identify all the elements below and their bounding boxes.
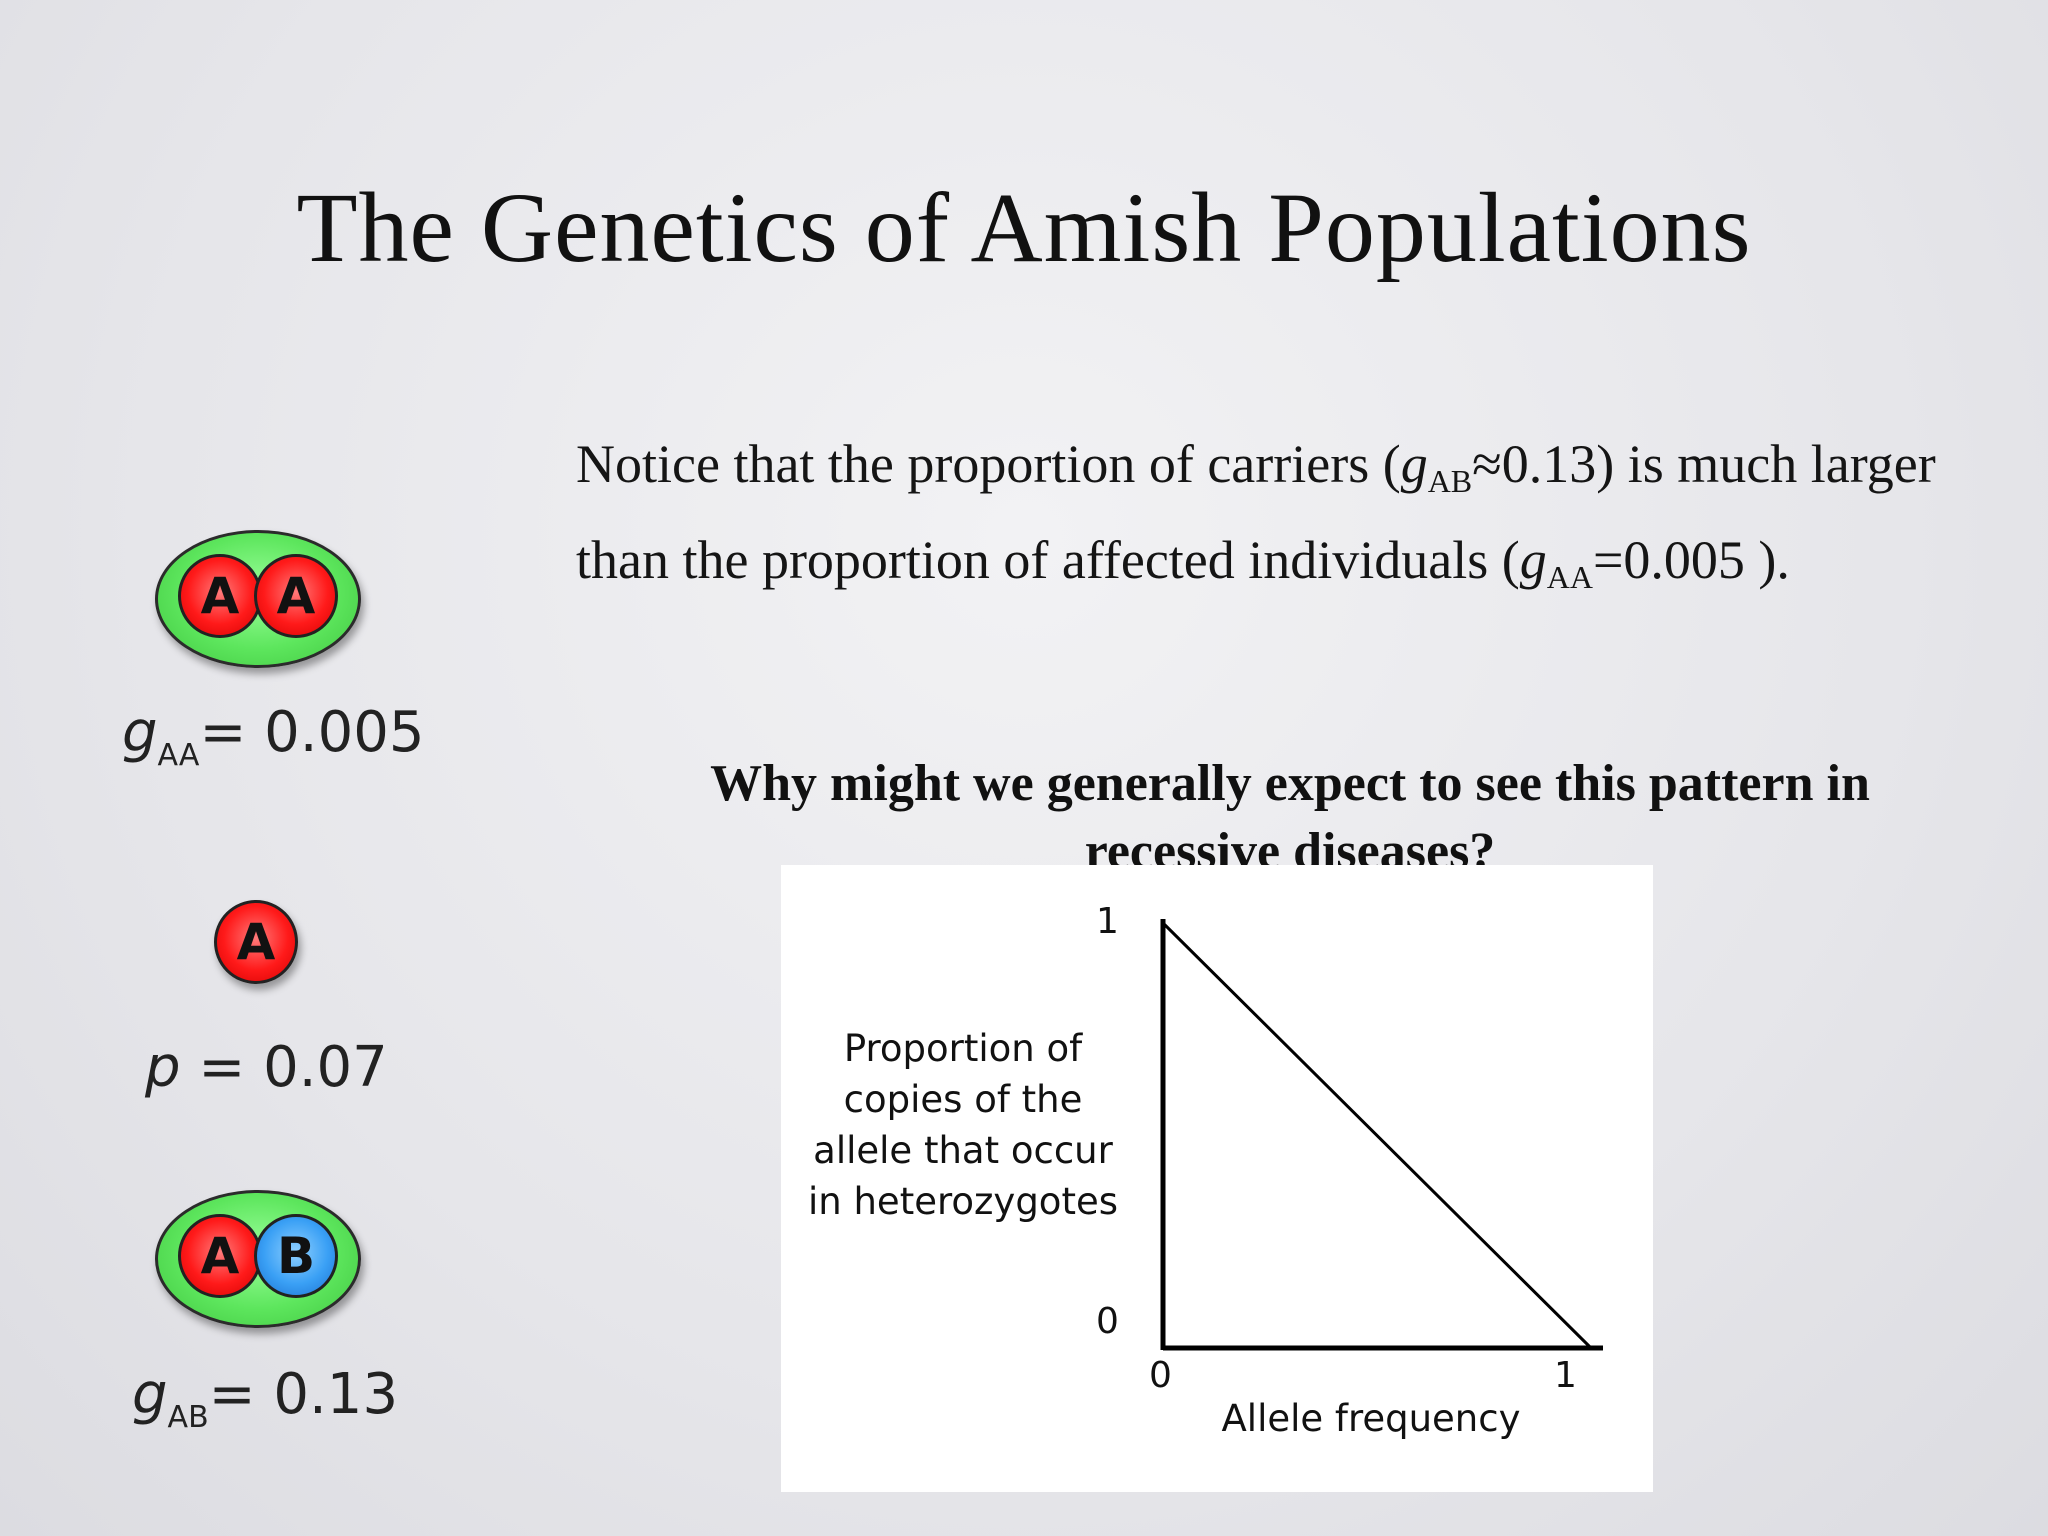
x-axis-label: Allele frequency xyxy=(1221,1397,1521,1440)
series-line xyxy=(1161,921,1593,1350)
chart-svg xyxy=(1160,919,1603,1351)
allele-a-icon: A xyxy=(178,1214,262,1298)
question-text: Why might we generally expect to see thi… xyxy=(710,755,1870,868)
genotype-ab-icon: A B xyxy=(155,1190,361,1328)
slide-title: The Genetics of Amish Populations xyxy=(296,172,1752,283)
allele-frequency: p = 0.07 xyxy=(145,1035,388,1100)
heterozygote-chart: Proportion of copies of the allele that … xyxy=(781,865,1653,1492)
genotype-aa-icon: A A xyxy=(155,530,361,668)
allele-b-icon: B xyxy=(254,1214,338,1298)
note-text: Notice that the proportion of carriers (… xyxy=(576,434,1936,595)
allele-a-icon: A xyxy=(178,554,262,638)
allele-a-icon: A xyxy=(214,900,298,984)
genotype-aa-frequency: gAA= 0.005 xyxy=(122,700,425,773)
x-tick-label: 1 xyxy=(1554,1355,1577,1396)
genotype-ab-frequency: gAB= 0.13 xyxy=(132,1362,399,1435)
allele-a-icon: A xyxy=(254,554,338,638)
y-tick-label: 1 xyxy=(1096,901,1119,942)
y-tick-label: 0 xyxy=(1096,1301,1119,1342)
y-axis-label: Proportion of copies of the allele that … xyxy=(807,1027,1118,1223)
x-tick-label: 0 xyxy=(1149,1355,1172,1396)
